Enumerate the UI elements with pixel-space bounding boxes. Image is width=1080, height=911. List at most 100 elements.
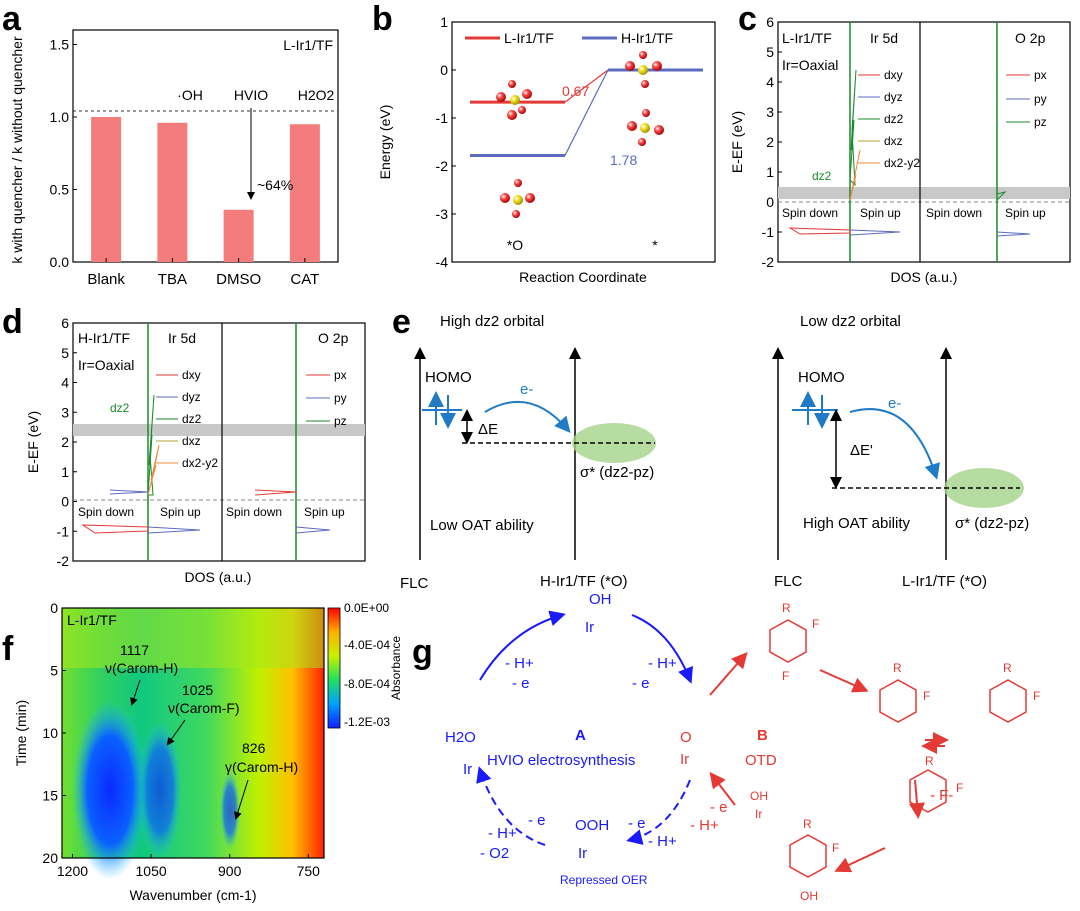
panel-letter-f: f (2, 630, 14, 668)
cycle-a-letter: A (575, 727, 586, 744)
sub-o-d: O 2p (318, 330, 349, 346)
legend-d-py: py (334, 391, 347, 405)
flc-left: FLC (400, 575, 429, 592)
arrow-1117 (130, 679, 141, 706)
electron-right: e- (888, 395, 901, 412)
bar-blank (91, 117, 122, 262)
sub-ir-d: Ir 5d (168, 330, 196, 346)
step-a2: - e (512, 675, 530, 692)
category-label-tba: TBA (158, 271, 187, 288)
d-y-tick-label-6: 4 (61, 375, 69, 391)
aromatic-ring-4 (909, 769, 947, 813)
legend-dz2: dz2 (884, 112, 904, 126)
y-axis-a: 0.0 0.5 1.0 1.5 Blank TBA DMSO CAT (50, 37, 320, 289)
legend-d-dyz: dyz (182, 390, 201, 404)
cbar-tick-3: -1.2E-03 (344, 715, 390, 729)
legend-d-px: px (334, 368, 347, 382)
legend-d-pz: pz (334, 414, 347, 428)
cbar-tick-2: -8.0E-04 (344, 677, 390, 691)
highlight-band-d (73, 424, 365, 436)
legend-dyz: dyz (884, 90, 903, 104)
highlight-band-c (778, 187, 1070, 199)
step-a7: - e (528, 812, 546, 829)
aromatic-ring-1 (769, 619, 807, 663)
panel-letter-d: d (2, 303, 23, 341)
f-ytick-label-1: 5 (50, 663, 58, 679)
panel-g: g OH Ir O Ir OOH Ir H2O Ir - H+ - e - H+… (412, 591, 1040, 903)
d-y-tick-label-7: 5 (61, 345, 69, 361)
molecule-structure-2 (500, 179, 535, 218)
xlabel-d: DOS (a.u.) (185, 569, 252, 585)
d-y-tick-label-0: -2 (57, 553, 70, 569)
b-y-tick-label-5: 1 (440, 14, 448, 30)
level-0-connector (564, 69, 609, 103)
bond-d: Ir=Oaxial (78, 357, 134, 373)
panel-a: a L-Ir1/TF 0.0 0.5 1.0 1.5 Blank TBA DMSO CAT ·… (2, 0, 339, 289)
species-ooh: OOH (575, 817, 609, 834)
c-y-tick-label-1: -1 (762, 224, 775, 240)
spin-up-d: Spin up (160, 505, 201, 519)
d-legend-d: dxy dyz dz2 dxz dx2-y2 (156, 368, 218, 470)
ylabel-f: Time (min) (13, 700, 29, 766)
left-title-e: High dz2 orbital (440, 313, 544, 330)
species-o: O (680, 729, 692, 746)
b-y-tick-label-3: -1 (436, 110, 449, 126)
a-y-tick-label-2: 1.0 (50, 109, 70, 125)
step-a1: - H+ (505, 655, 534, 672)
dos-trace-d1 (81, 524, 149, 534)
dos-trace-d7 (295, 526, 331, 534)
xlabel-b: Reaction Coordinate (519, 269, 647, 285)
c-y-tick-label-7: 5 (766, 44, 774, 60)
xlabel-c: DOS (a.u.) (891, 269, 958, 285)
f-xtick-label-2: 900 (218, 863, 242, 879)
legend-d-dz2: dz2 (182, 412, 202, 426)
panel-letter-b: b (372, 0, 393, 38)
panel-c: c -2 -1 0 1 2 3 4 5 6 L-Ir1/TF Ir 5d O 2p Ir=Oax… (729, 0, 1071, 285)
peak-wn-1117: 1117 (120, 642, 149, 658)
species-f-5: F (956, 781, 963, 795)
f-ytick-label-4: 20 (42, 850, 58, 866)
bond-c: Ir=Oaxial (782, 57, 838, 73)
step-b-e: - e (710, 799, 728, 816)
colorbar (327, 607, 341, 729)
p-legend-c: px py pz (1006, 68, 1047, 129)
heatmap-top-f (62, 608, 324, 668)
b-y-tick-label-2: -2 (436, 158, 449, 174)
dos-trace-d4 (147, 444, 160, 496)
cycle-a-arc-1 (479, 610, 566, 681)
ability-left: Low OAT ability (430, 517, 534, 534)
species-h2o: H2O (445, 729, 476, 746)
heatmap-blob-1117 (72, 700, 148, 880)
species-ir-mid: Ir (680, 751, 689, 768)
d-legend-c: dxy dyz dz2 dxz dx2-y2 (858, 68, 920, 170)
dos-trace-c2 (849, 229, 901, 236)
bars-a (91, 117, 320, 262)
y-axis-d: -2 -1 0 1 2 3 4 5 6 (57, 315, 77, 569)
tag-a: L-Ir1/TF (283, 37, 333, 53)
legend-h: H-Ir1/TF (621, 30, 673, 46)
step-a8: - e (628, 815, 646, 832)
heatmap-blob-826 (220, 770, 240, 850)
a-y-tick-label-1: 0.5 (50, 182, 70, 198)
delta-e: ΔE (478, 421, 498, 438)
state-star: * (652, 237, 658, 253)
aromatic-ring-2 (879, 679, 917, 723)
f-ytick-label-0: 0 (50, 600, 58, 616)
electron-transfer-right (849, 408, 940, 480)
species-f-1: F (812, 617, 819, 631)
spin-down-d: Spin down (78, 505, 134, 519)
cycle-a-name: HVIO electrosynthesis (487, 752, 635, 769)
species-f-6: F (832, 841, 839, 855)
dos-trace-d3 (147, 394, 155, 496)
cycle-b-arrow-1 (709, 651, 748, 696)
species-ir-bottom: Ir (578, 845, 587, 862)
arrow-1025 (166, 719, 186, 746)
tag-c: L-Ir1/TF (782, 30, 832, 46)
arrow-826 (233, 779, 249, 820)
species-ir-b: Ir (755, 807, 762, 821)
species-f-2: F (782, 669, 789, 683)
step-a4: - e (632, 675, 650, 692)
a-y-tick-label-0: 0.0 (50, 254, 70, 270)
tag-f: L-Ir1/TF (67, 612, 117, 628)
legend-dxy: dxy (884, 68, 903, 82)
